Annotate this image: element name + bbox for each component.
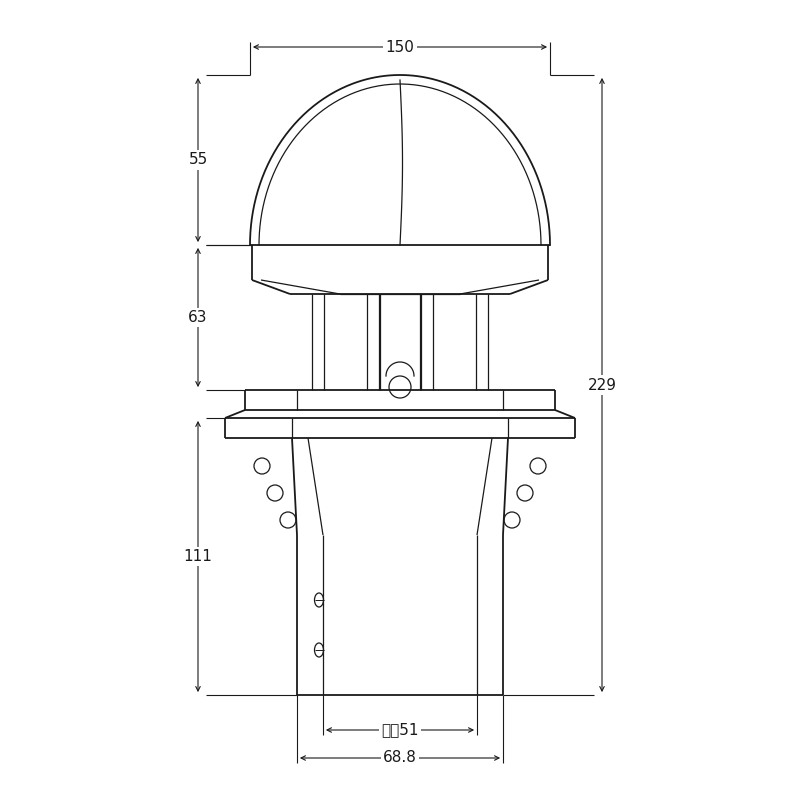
Text: 111: 111 bbox=[183, 549, 213, 564]
Text: 内径51: 内径51 bbox=[382, 722, 418, 737]
Text: 55: 55 bbox=[188, 152, 208, 168]
Text: 63: 63 bbox=[188, 310, 208, 325]
Text: 68.8: 68.8 bbox=[383, 750, 417, 766]
Text: 150: 150 bbox=[386, 39, 414, 55]
Text: 229: 229 bbox=[587, 377, 617, 393]
